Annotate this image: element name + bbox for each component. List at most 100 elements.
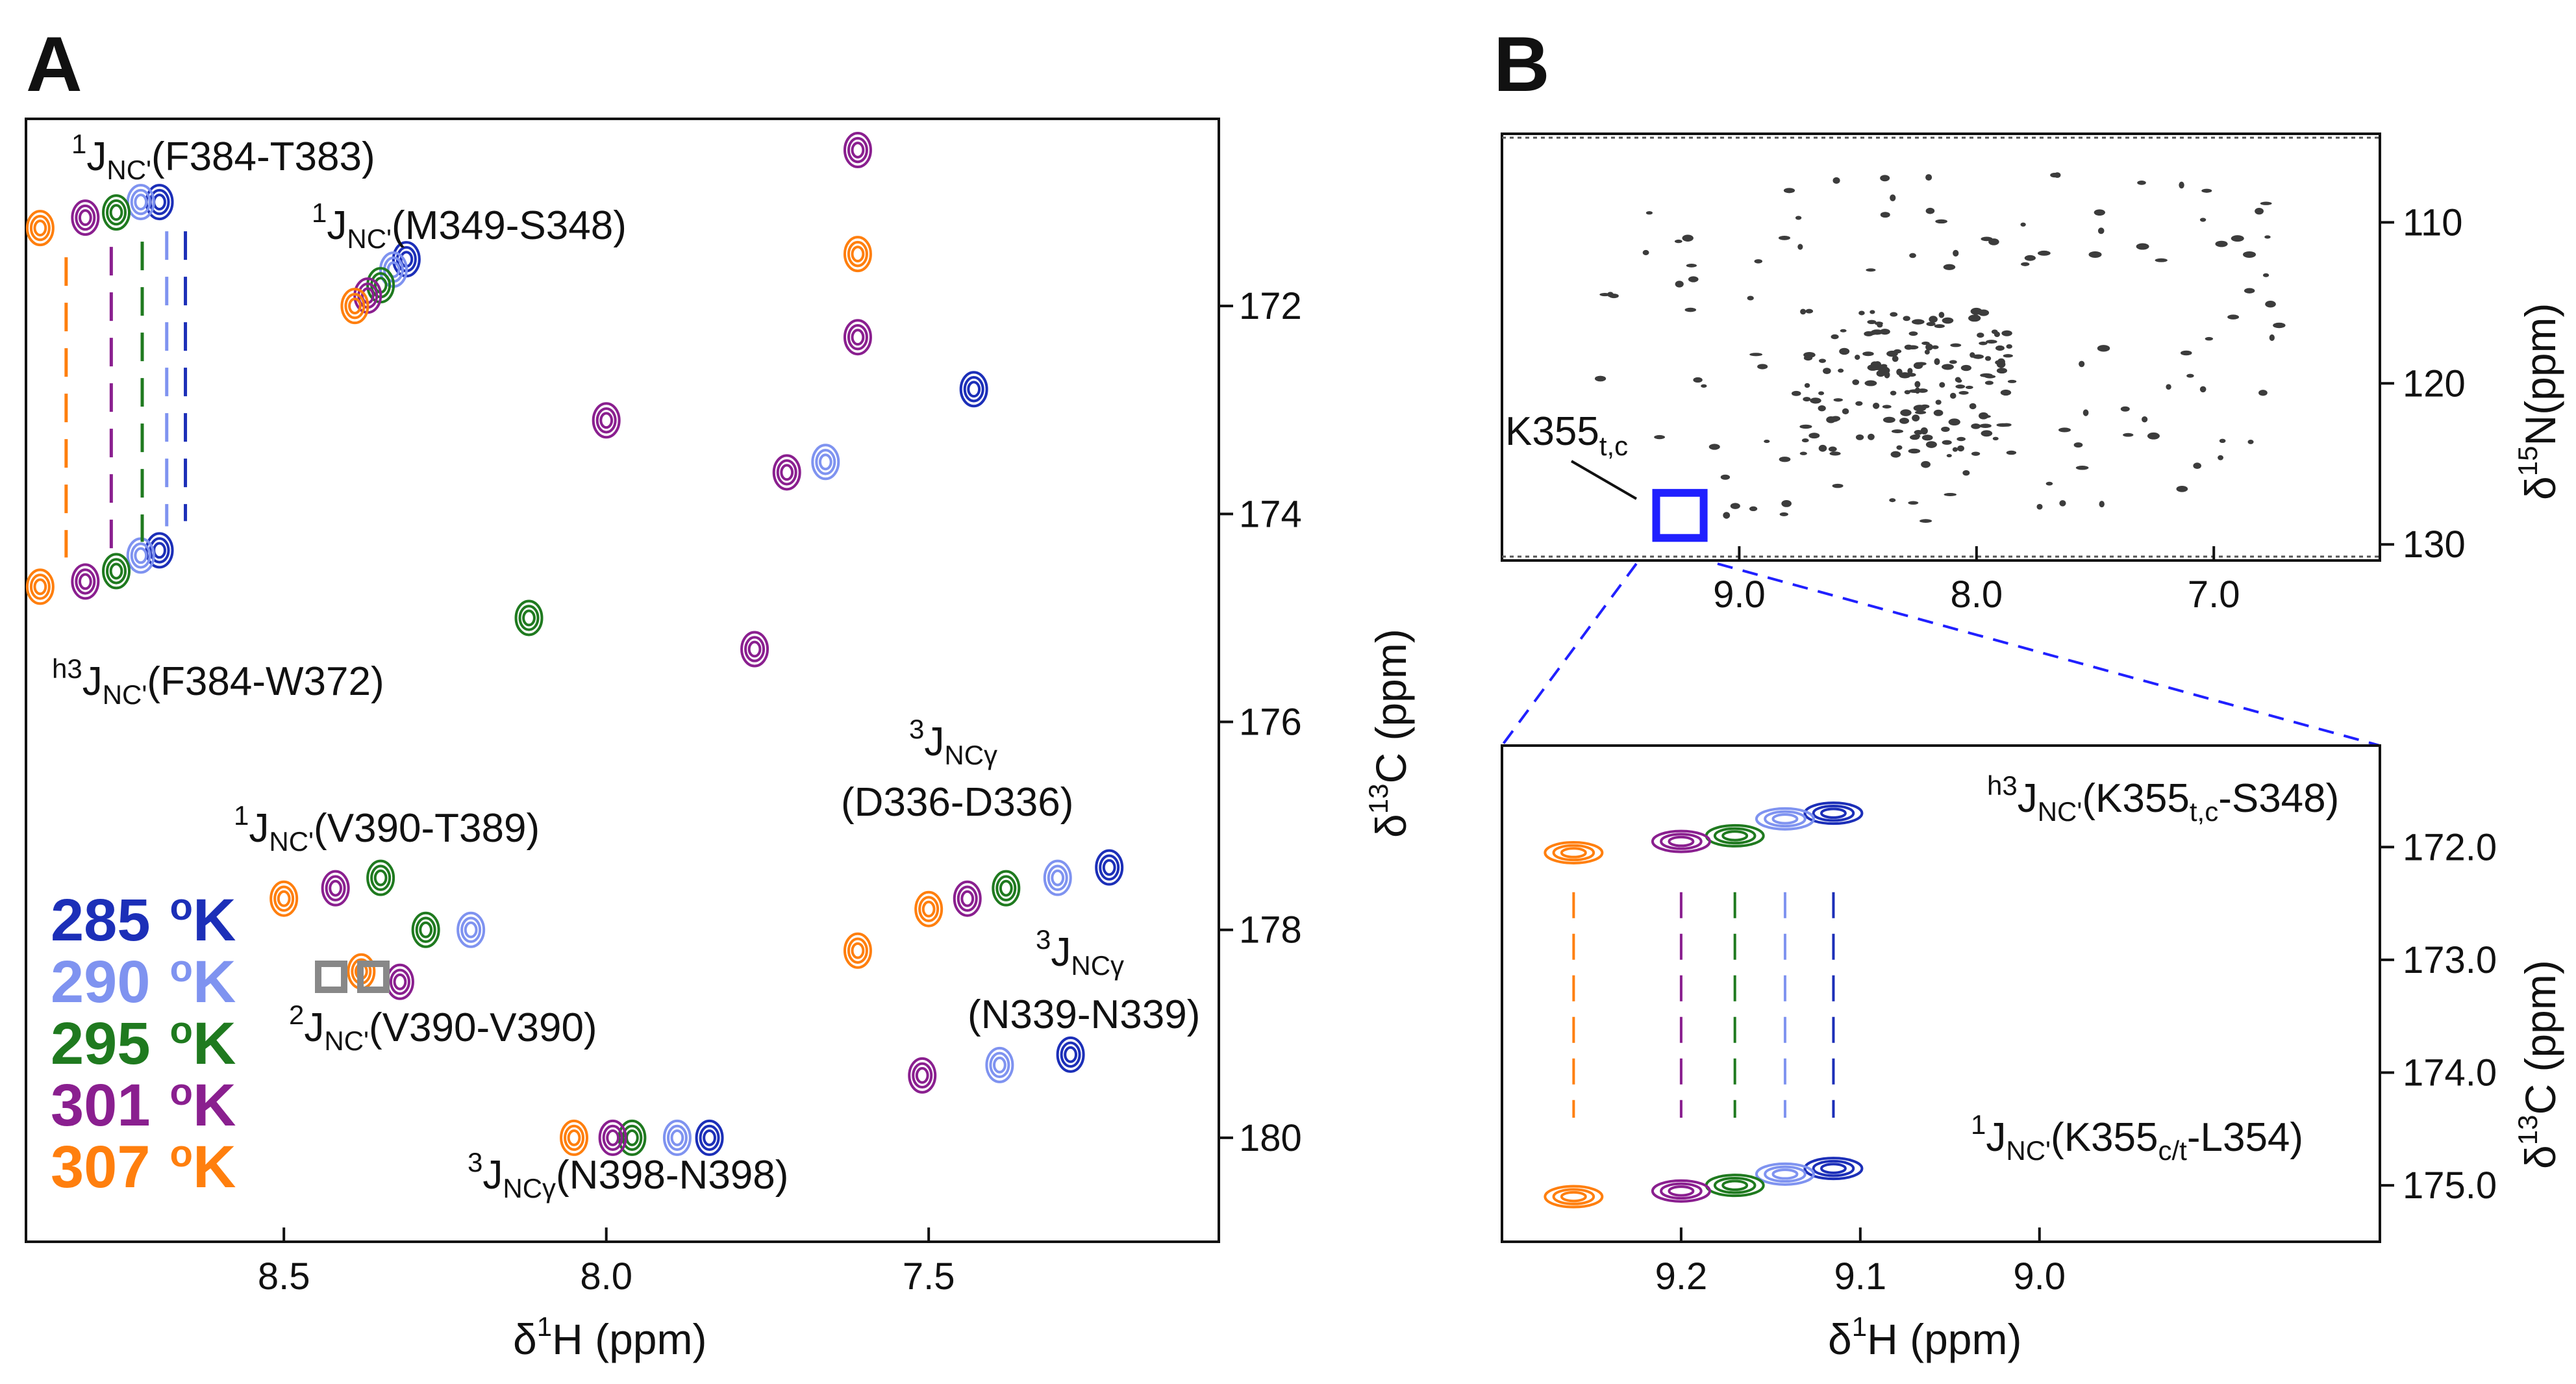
overview-peak [1971, 423, 1981, 429]
peak-a-307K-4 [914, 890, 944, 927]
overview-peak [1799, 451, 1807, 455]
overview-peak [2037, 250, 2051, 256]
overview-peak [1972, 354, 1984, 359]
overview-peak [1958, 391, 1969, 395]
zoom-connector-left [1501, 562, 1638, 747]
overview-peak [2075, 466, 2089, 470]
overview-peak [1890, 390, 1897, 396]
zoom-coupling-dashes [1572, 892, 1835, 1118]
overview-peak [1818, 391, 1825, 396]
overview-peak [2036, 503, 2043, 510]
overview-peak [1903, 316, 1910, 321]
zoom-y-axis-title: δ13C (ppm) [2512, 960, 2564, 1169]
overview-peak [1942, 317, 1954, 324]
overview-peak [1819, 359, 1826, 363]
overview-peak [1832, 483, 1844, 488]
overview-peak [1828, 446, 1837, 452]
overview-peak [1855, 434, 1864, 440]
overview-peak [1949, 360, 1957, 364]
overview-peak [1988, 238, 1999, 245]
peak-b-290K-1 [1755, 1162, 1815, 1186]
overview-peak [1899, 418, 1910, 424]
overview-peak [2269, 334, 2275, 342]
overview-peak [1935, 399, 1942, 405]
zoom-x-ticks: 9.2 9.1 9.0 [1655, 1227, 2066, 1298]
overview-peak [1934, 324, 1945, 329]
overview-peak [1866, 268, 1876, 272]
overview-y-axis-title: δ15N(ppm) [2512, 303, 2564, 500]
overview-peak [1935, 219, 1947, 224]
peak-a-295K-0 [102, 194, 131, 231]
overview-peak [2227, 314, 2240, 320]
x-tick-label: 7.5 [903, 1255, 955, 1298]
overview-peak [2205, 336, 2214, 341]
overview-peak [1925, 207, 1935, 214]
label-v390-t389: 1JNC'(V390-T389) [234, 800, 540, 857]
overview-peak [2001, 423, 2012, 427]
overview-x-ticks: 9.0 8.0 7.0 [1713, 546, 2240, 616]
overview-peak [1920, 427, 1928, 434]
overview-peak [1779, 512, 1788, 516]
overview-peak [1803, 351, 1816, 358]
overview-peak [1907, 368, 1913, 375]
overview-peak [2179, 181, 2184, 189]
overview-peak [2120, 406, 2130, 412]
legend-gray-square-1 [315, 961, 347, 993]
overview-peak [1942, 364, 1954, 370]
overview-peak [1908, 448, 1921, 454]
overview-peak [1942, 440, 1952, 445]
legend-entry-301: 301 oK [51, 1071, 236, 1139]
overview-peak [2199, 386, 2207, 393]
overview-peak [2059, 500, 2066, 507]
overview-peak [1952, 447, 1958, 452]
overview-peak [2218, 455, 2223, 460]
overview-peak [1842, 408, 1849, 415]
overview-peak [2006, 450, 2017, 455]
panel-letter-b: B [1494, 21, 1550, 108]
overview-peak [1795, 216, 1802, 220]
overview-peak [1654, 434, 1666, 440]
overview-peak [1925, 344, 1933, 351]
overview-peak [2199, 218, 2207, 222]
peak-a-301K-11 [592, 402, 621, 439]
overview-peak [1852, 379, 1860, 385]
overview-peak [2244, 288, 2255, 294]
overview-peak [1889, 498, 1896, 503]
overview-peak [1994, 331, 2000, 338]
overview-peak [1682, 234, 1694, 242]
overview-peak [2097, 345, 2110, 352]
overview-peak [1981, 430, 1993, 437]
overview-peak [2094, 209, 2105, 216]
overview-peak [1858, 310, 1865, 316]
overview-peak [1829, 451, 1841, 456]
overview-peak [1914, 381, 1921, 388]
x-tick-label: 9.2 [1655, 1255, 1708, 1298]
overview-peak [2097, 227, 2105, 234]
panel-a-coupling-dashes [64, 231, 188, 558]
overview-peak [2258, 390, 2268, 396]
peak-b-307K-0 [1544, 840, 1604, 864]
overview-peak [1781, 499, 1792, 507]
overview-peak [2215, 240, 2228, 247]
overview-peak [1912, 434, 1921, 438]
overview-peak [2247, 439, 2254, 444]
overview-peak [1941, 426, 1950, 433]
peak-a-301K-6 [740, 631, 769, 668]
overview-peak [2193, 462, 2201, 469]
label-k355-l354: 1JNC'(K355c/t-L354) [1971, 1109, 2303, 1166]
y-tick-label: 173.0 [2403, 939, 2497, 981]
overview-peak [1783, 188, 1795, 194]
overview-peak [1992, 436, 1999, 441]
peak-a-301K-5 [321, 870, 350, 907]
overview-peak [1921, 434, 1933, 441]
overview-peak-side [2231, 235, 2244, 242]
overview-peak [1693, 377, 1703, 383]
overview-peak [1818, 444, 1827, 452]
overview-peak [1944, 492, 1957, 497]
overview-peak [1979, 341, 1988, 346]
x-tick-label: 8.5 [258, 1255, 310, 1298]
overview-peak [2082, 409, 2089, 416]
overview-peak [2147, 432, 2160, 440]
panel-a-peaks [25, 132, 1124, 1156]
legend-gray-square-2 [357, 961, 390, 993]
